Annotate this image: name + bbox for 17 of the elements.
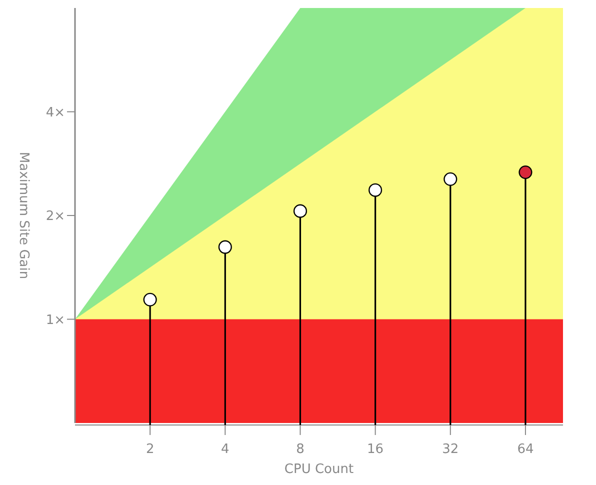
y-tick-label: 2× <box>46 209 65 224</box>
y-axis-title: Maximum Site Gain <box>16 152 31 280</box>
x-tick-label: 64 <box>517 442 534 457</box>
x-tick-label: 4 <box>221 442 230 457</box>
x-axis-title: CPU Count <box>284 462 354 477</box>
x-tick-label: 2 <box>146 442 154 457</box>
point <box>518 165 532 180</box>
x-tick-label: 8 <box>296 442 304 457</box>
point <box>143 292 157 306</box>
point <box>218 240 232 254</box>
y-tick-label: 4× <box>46 105 65 120</box>
x-tick-label: 32 <box>442 442 459 457</box>
y-tick-label: 1× <box>46 312 65 328</box>
point <box>293 204 308 218</box>
point <box>368 183 382 197</box>
x-tick-label: 16 <box>367 442 384 457</box>
point <box>444 172 458 186</box>
